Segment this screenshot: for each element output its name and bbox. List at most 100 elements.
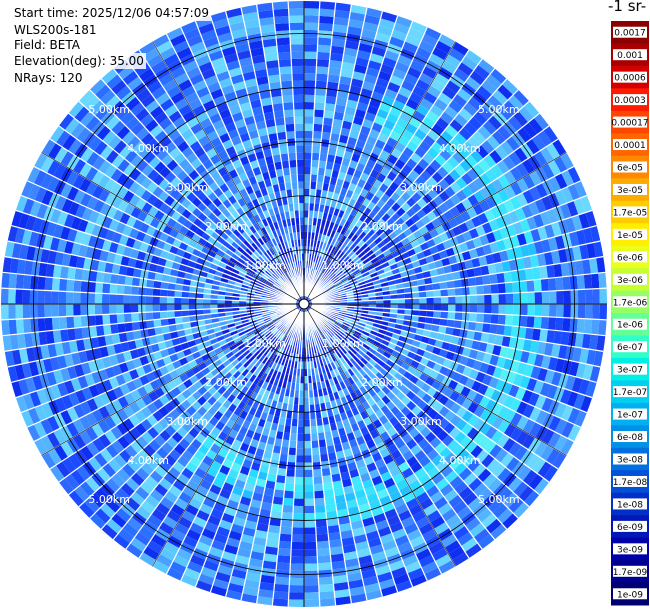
beta-bin (282, 102, 294, 111)
beta-bin (449, 193, 462, 206)
beta-bin (458, 355, 469, 367)
beta-bin (485, 195, 497, 210)
beta-bin (397, 461, 411, 473)
beta-bin (534, 198, 547, 214)
beta-bin (390, 147, 403, 159)
beta-bin (406, 140, 419, 153)
beta-bin (333, 239, 341, 248)
beta-bin (123, 304, 132, 314)
beta-bin (330, 169, 340, 179)
beta-bin (561, 404, 574, 422)
beta-bin (325, 503, 337, 513)
beta-bin (379, 63, 395, 76)
beta-bin (370, 366, 380, 376)
beta-bin (385, 240, 395, 249)
beta-bin (370, 343, 379, 352)
beta-bin (464, 440, 478, 454)
beta-bin (441, 434, 455, 447)
beta-bin (547, 277, 557, 292)
beta-bin (116, 313, 125, 324)
beta-bin (508, 94, 524, 111)
beta-bin (327, 236, 334, 245)
beta-bin (431, 454, 444, 467)
beta-bin (51, 290, 60, 304)
beta-bin (498, 304, 506, 315)
beta-bin (324, 235, 330, 244)
beta-bin (390, 29, 408, 42)
beta-bin (469, 312, 477, 323)
beta-bin (447, 311, 456, 320)
beta-bin (596, 256, 606, 274)
beta-bin (454, 287, 463, 297)
beta-bin (327, 184, 336, 193)
beta-bin (457, 448, 471, 463)
beta-bin (472, 130, 487, 145)
beta-bin (364, 324, 373, 330)
beta-bin (421, 66, 438, 80)
beta-bin (334, 332, 342, 340)
beta-bin (342, 211, 350, 221)
beta-bin (455, 176, 468, 190)
beta-bin (524, 267, 534, 281)
beta-bin (440, 130, 454, 144)
beta-bin (499, 249, 509, 263)
beta-bin (394, 141, 407, 153)
beta-bin (347, 349, 356, 358)
beta-bin (550, 250, 561, 265)
beta-bin (438, 178, 450, 191)
beta-bin (508, 210, 520, 224)
beta-bin (294, 484, 304, 492)
beta-bin (422, 443, 435, 456)
beta-bin (470, 444, 484, 459)
beta-bin (350, 122, 362, 133)
beta-bin (271, 95, 283, 105)
beta-bin (476, 294, 485, 304)
beta-bin (578, 212, 590, 230)
beta-bin (546, 142, 561, 160)
beta-bin (448, 99, 463, 114)
beta-bin (376, 399, 386, 410)
beta-bin (525, 453, 540, 470)
beta-bin (519, 375, 531, 390)
beta-bin (467, 401, 479, 415)
beta-bin (456, 505, 472, 520)
beta-bin (332, 247, 340, 256)
beta-bin (561, 169, 575, 187)
beta-bin (292, 520, 304, 528)
beta-bin (433, 72, 450, 87)
beta-bin (368, 300, 377, 304)
beta-bin (174, 297, 182, 304)
beta-bin (458, 467, 473, 481)
beta-bin (462, 491, 478, 506)
beta-bin (361, 234, 371, 243)
beta-bin (324, 496, 336, 505)
beta-bin (371, 275, 380, 282)
beta-bin (334, 280, 342, 286)
beta-bin (397, 135, 411, 147)
beta-bin (516, 415, 529, 431)
beta-bin (297, 426, 304, 434)
beta-bin (401, 129, 415, 141)
beta-bin (390, 308, 398, 314)
beta-bin (358, 204, 367, 214)
beta-bin (576, 318, 585, 334)
beta-bin (475, 449, 490, 464)
beta-bin (352, 268, 361, 276)
beta-bin (319, 598, 336, 607)
beta-bin (440, 296, 449, 304)
beta-bin (466, 389, 478, 402)
beta-bin (462, 102, 478, 117)
beta-bin (291, 534, 304, 543)
beta-bin (342, 321, 351, 327)
beta-bin (526, 315, 535, 329)
beta-bin (304, 145, 313, 153)
beta-bin (479, 172, 492, 187)
beta-bin (496, 272, 505, 284)
beta-bin (73, 304, 81, 317)
beta-bin (485, 518, 502, 534)
beta-bin (343, 237, 351, 246)
beta-bin (520, 350, 530, 364)
beta-bin (567, 166, 581, 184)
beta-bin (346, 360, 354, 369)
beta-bin (437, 92, 453, 106)
